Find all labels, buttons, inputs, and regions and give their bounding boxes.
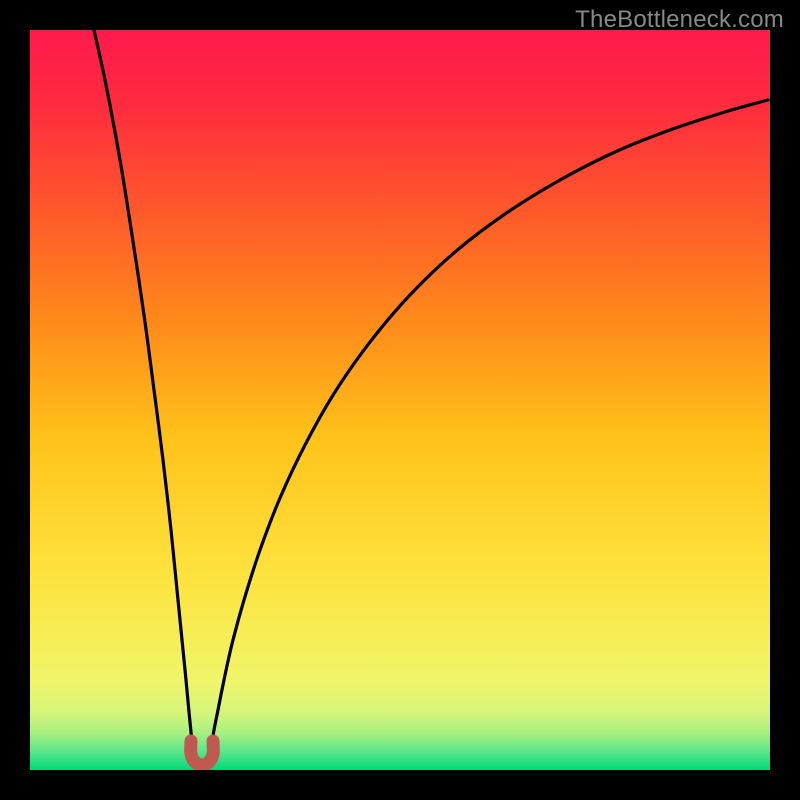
curve-right-branch: [212, 100, 768, 743]
watermark-text: TheBottleneck.com: [575, 6, 784, 34]
bottleneck-curve-chart: [30, 30, 770, 770]
chart-plot-area: [30, 30, 770, 770]
trough-marker: [191, 741, 214, 765]
curve-left-branch: [94, 30, 192, 743]
